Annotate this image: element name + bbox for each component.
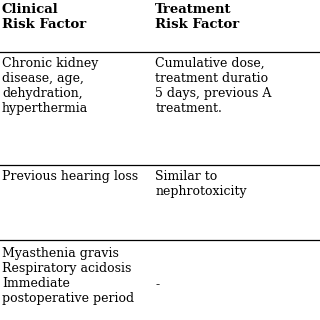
Text: Similar to
nephrotoxicity: Similar to nephrotoxicity [155,170,247,198]
Text: Previous hearing loss: Previous hearing loss [2,170,138,183]
Text: Clinical
Risk Factor: Clinical Risk Factor [2,3,86,31]
Text: Chronic kidney
disease, age,
dehydration,
hyperthermia: Chronic kidney disease, age, dehydration… [2,57,98,115]
Text: -: - [155,278,159,291]
Text: Cumulative dose,
treatment duratio
5 days, previous A
treatment.: Cumulative dose, treatment duratio 5 day… [155,57,272,115]
Text: Myasthenia gravis
Respiratory acidosis
Immediate
postoperative period: Myasthenia gravis Respiratory acidosis I… [2,247,134,305]
Text: Treatment
Risk Factor: Treatment Risk Factor [155,3,239,31]
